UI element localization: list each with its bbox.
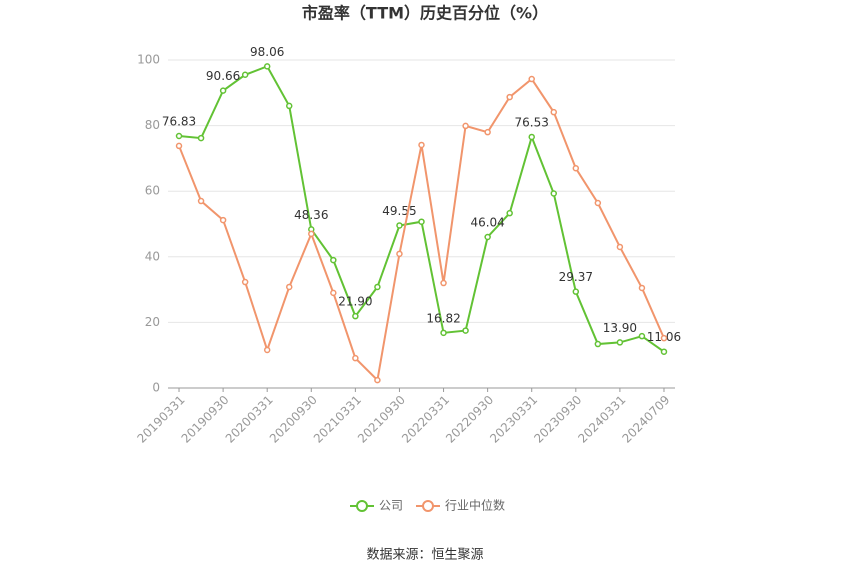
y-tick-label: 40 <box>145 249 160 263</box>
data-label: 90.66 <box>206 69 240 83</box>
data-label: 16.82 <box>426 311 460 325</box>
y-tick-label: 80 <box>145 118 160 132</box>
point <box>506 209 513 217</box>
point <box>484 128 491 136</box>
y-tick-label: 0 <box>152 381 160 395</box>
y-tick-label: 20 <box>145 315 160 329</box>
point <box>550 190 558 197</box>
series-line <box>178 65 665 353</box>
data-label: 76.53 <box>515 115 549 129</box>
y-tick-label: 100 <box>137 53 160 67</box>
point <box>396 250 403 258</box>
data-label: 13.90 <box>603 321 637 335</box>
legend-marker <box>356 500 368 512</box>
point <box>374 283 381 291</box>
point <box>285 102 293 110</box>
point <box>528 133 535 141</box>
point <box>572 164 580 172</box>
point <box>263 63 271 70</box>
point <box>528 75 535 83</box>
data-label: 76.83 <box>162 114 196 128</box>
point <box>396 222 403 229</box>
point <box>638 332 646 340</box>
point <box>440 329 447 337</box>
legend-label: 行业中位数 <box>445 498 505 513</box>
point <box>197 197 205 205</box>
point <box>219 216 227 224</box>
point <box>263 346 271 354</box>
point <box>462 327 469 334</box>
point <box>594 199 602 207</box>
chart-title: 市盈率（TTM）历史百分位（%） <box>302 4 548 23</box>
point <box>484 233 491 241</box>
point <box>241 278 249 286</box>
point <box>418 141 425 149</box>
point <box>462 122 469 130</box>
point <box>418 218 425 225</box>
point <box>660 334 668 342</box>
data-label: 21.90 <box>338 295 372 309</box>
point <box>197 134 205 142</box>
point <box>594 340 602 348</box>
data-label: 98.06 <box>250 45 284 59</box>
point <box>616 243 624 251</box>
point <box>330 256 337 264</box>
point <box>330 289 337 297</box>
legend-marker <box>422 500 434 512</box>
point <box>616 339 624 346</box>
point <box>175 132 183 140</box>
point <box>175 142 183 150</box>
point <box>308 230 315 238</box>
point <box>660 348 668 355</box>
series-line <box>178 77 665 383</box>
point <box>638 284 646 292</box>
point <box>352 354 359 362</box>
point <box>241 71 249 79</box>
data-label: 49.55 <box>382 204 416 218</box>
point <box>440 279 447 287</box>
data-label: 46.04 <box>470 215 504 229</box>
source-note: 数据来源：恒生聚源 <box>366 548 483 563</box>
data-label: 48.36 <box>294 208 328 222</box>
point <box>352 312 359 320</box>
x-tick-label: 20240709 <box>619 393 672 446</box>
legend-label: 公司 <box>379 499 403 513</box>
point <box>219 87 227 94</box>
point <box>374 376 381 384</box>
point <box>572 288 580 295</box>
y-tick-label: 60 <box>145 184 160 198</box>
point <box>506 93 513 101</box>
point <box>285 283 293 291</box>
data-label: 29.37 <box>559 270 593 284</box>
point <box>550 108 558 116</box>
